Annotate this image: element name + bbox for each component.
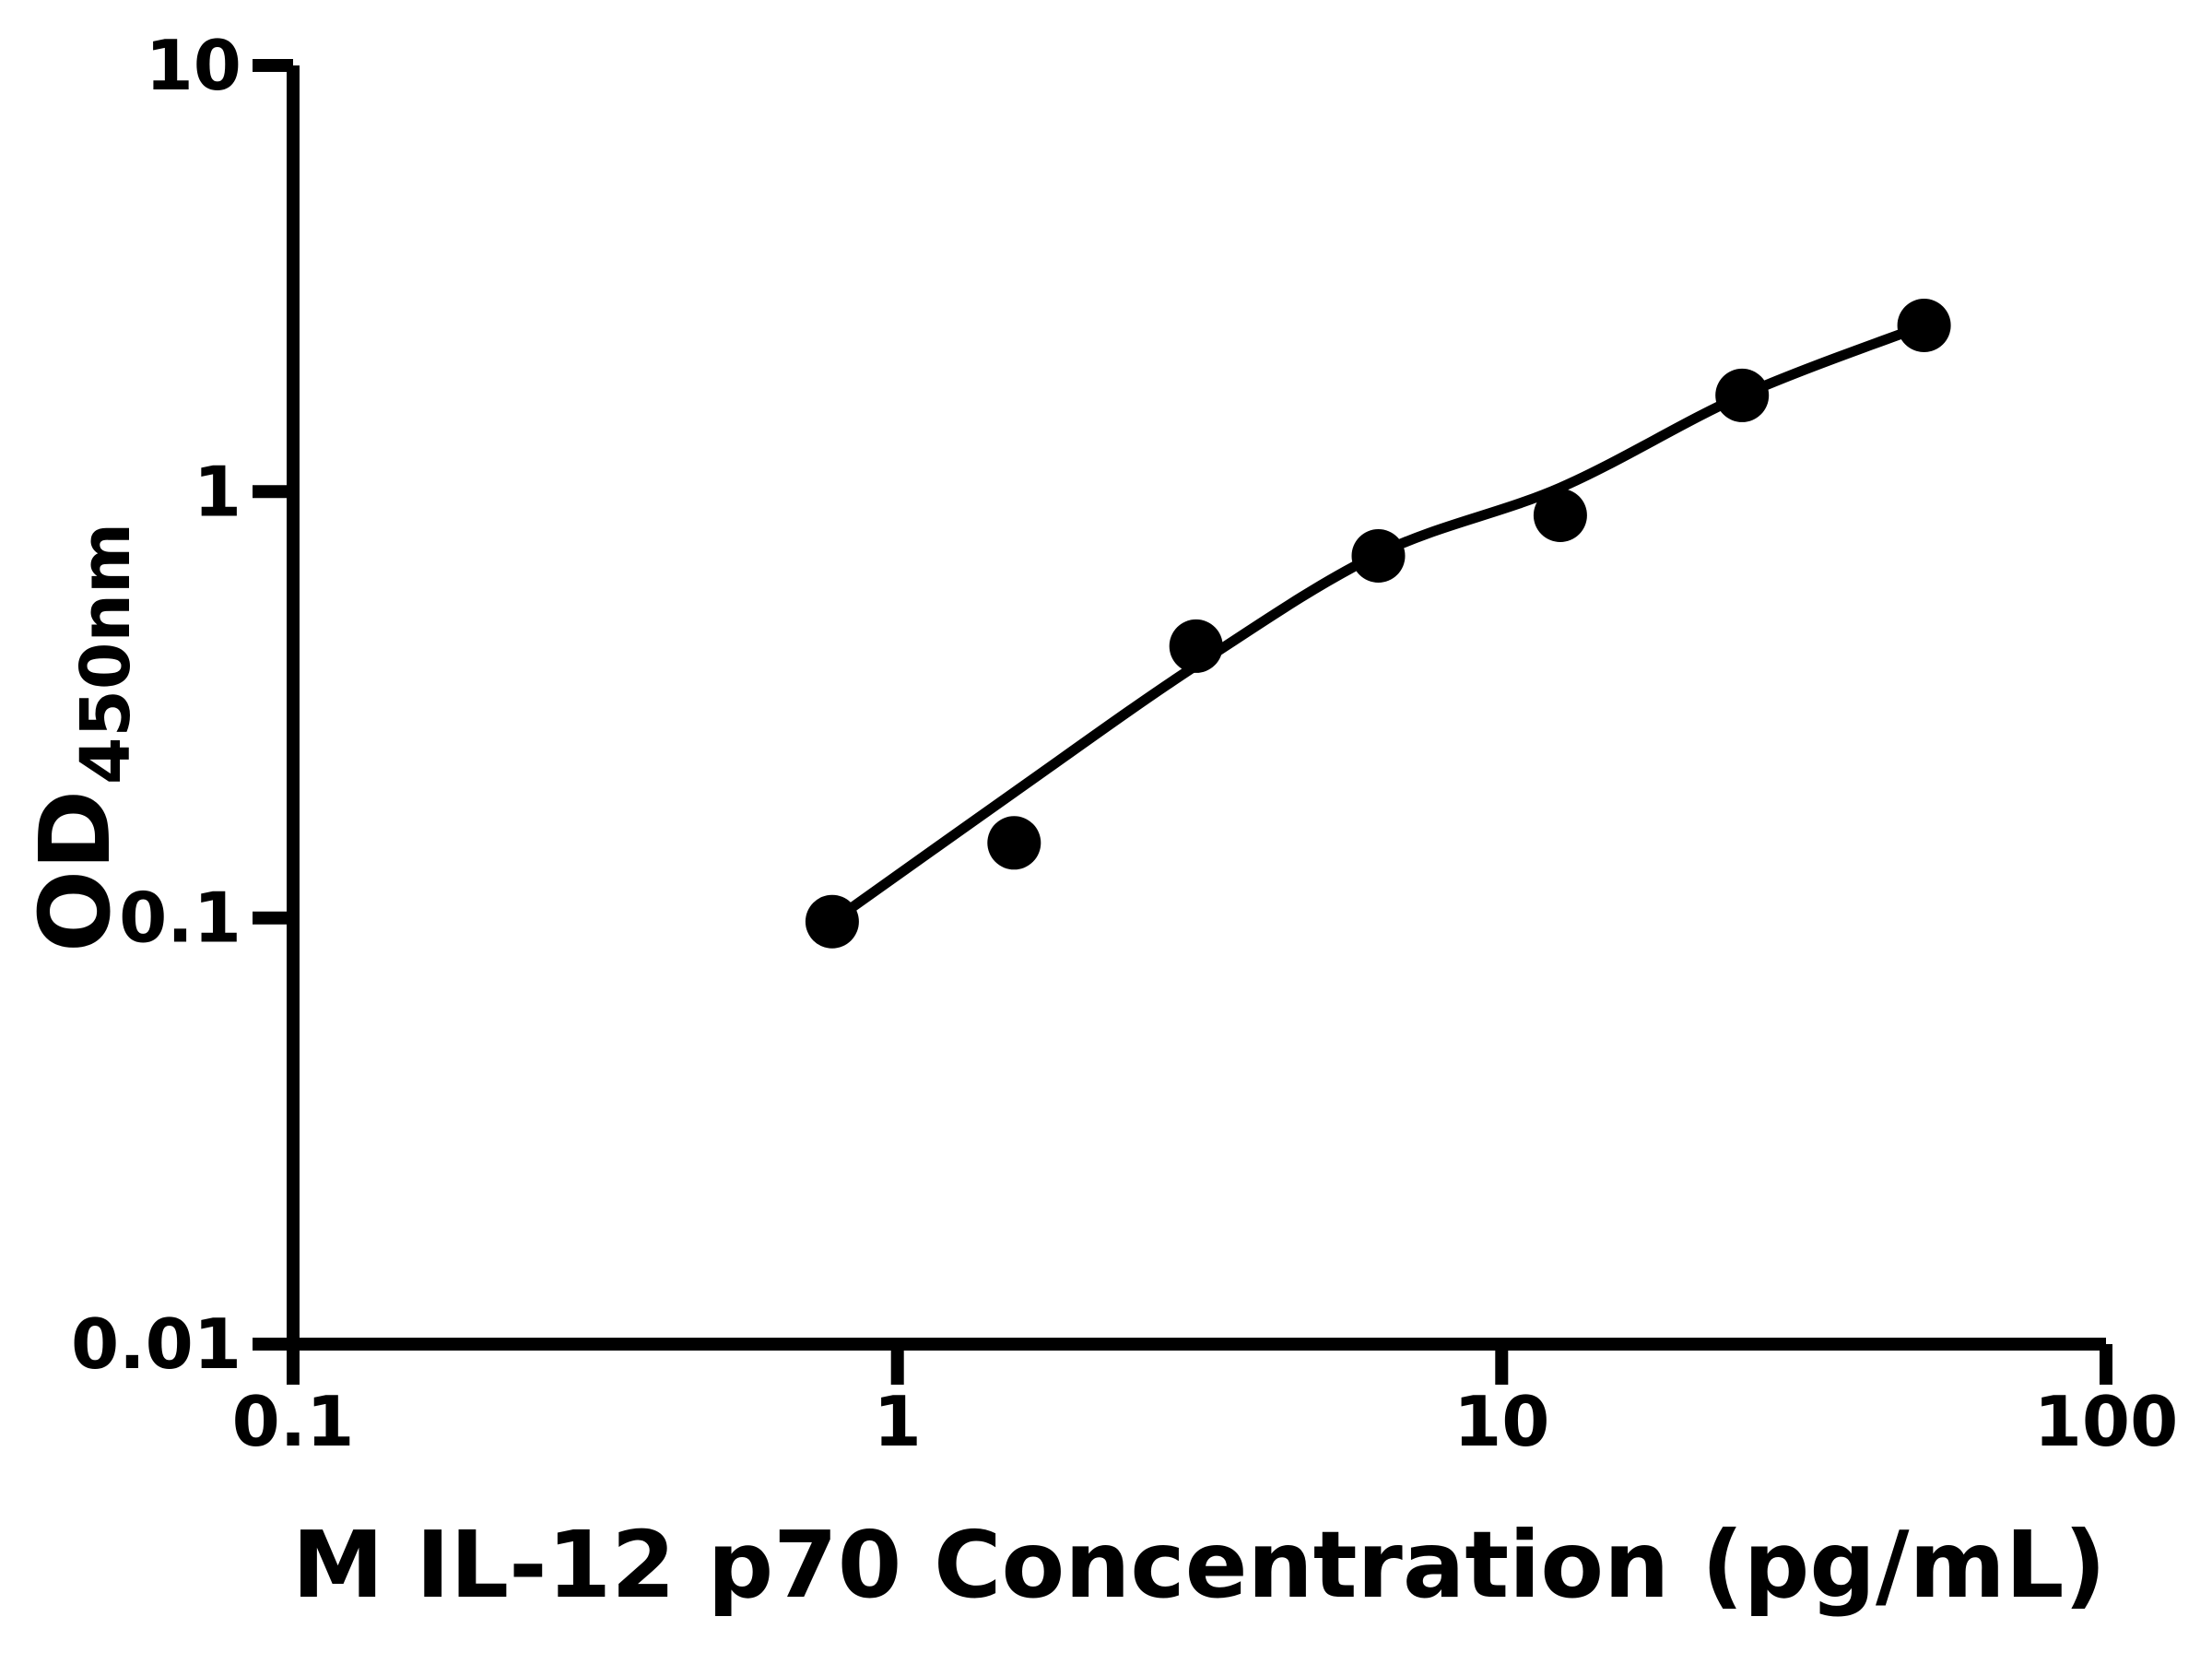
data-point-marker bbox=[1533, 489, 1587, 542]
x-tick-label-0.1: 0.1 bbox=[232, 1381, 355, 1462]
x-tick-label-100: 100 bbox=[2034, 1381, 2179, 1462]
y-axis-title-subscript: 450nm bbox=[66, 523, 146, 785]
y-axis-title-main: OD bbox=[19, 790, 132, 952]
y-tick-label-10: 10 bbox=[146, 25, 241, 106]
x-axis-title: M IL-12 p70 Concentration (pg/mL) bbox=[292, 1511, 2106, 1619]
data-point-marker bbox=[1351, 529, 1406, 583]
axis-lines bbox=[253, 59, 2112, 1385]
x-tick-label-10: 10 bbox=[1453, 1381, 1549, 1462]
data-point-marker bbox=[1897, 299, 1951, 352]
y-tick-label-1: 1 bbox=[194, 451, 241, 532]
x-tick-label-1: 1 bbox=[874, 1381, 922, 1462]
y-axis-title: OD 450nm bbox=[19, 523, 146, 952]
axes bbox=[253, 59, 2112, 1385]
data-point-marker bbox=[987, 816, 1041, 870]
data-point-marker bbox=[1169, 619, 1223, 673]
data-point-marker bbox=[805, 894, 859, 949]
data-points bbox=[805, 299, 1951, 949]
data-point-marker bbox=[1715, 368, 1770, 422]
y-tick-label-0.01: 0.01 bbox=[71, 1304, 241, 1385]
y-tick-label-0.1: 0.1 bbox=[119, 878, 241, 959]
